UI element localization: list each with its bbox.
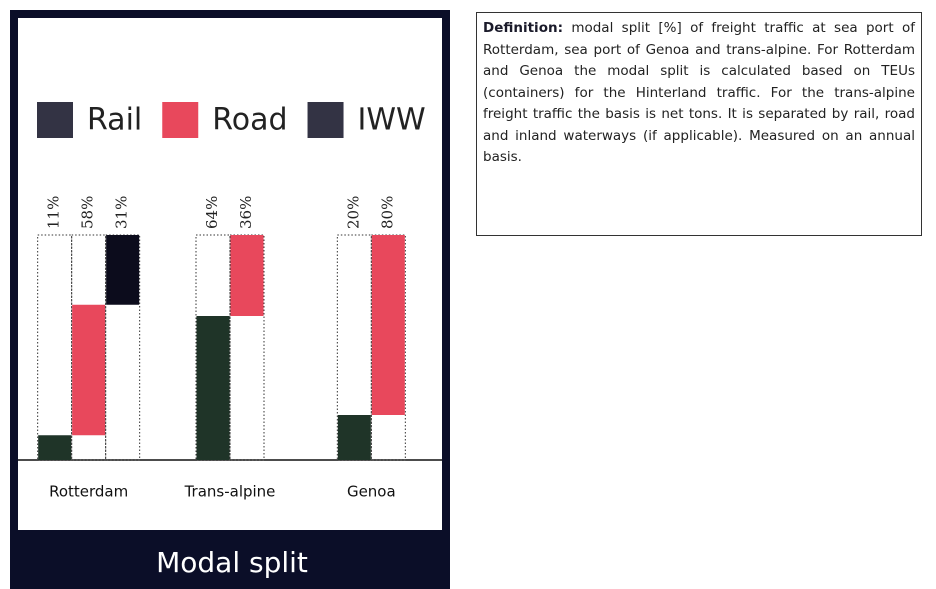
legend-label: IWW xyxy=(358,103,426,138)
value-label: 80% xyxy=(378,196,396,229)
definition-box: Definition: modal split [%] of freight t… xyxy=(476,12,922,236)
legend-label: Road xyxy=(212,103,287,138)
bar xyxy=(371,235,405,415)
legend-swatch xyxy=(37,102,73,138)
value-label: 36% xyxy=(237,196,255,229)
value-label: 64% xyxy=(203,196,221,229)
chart: Modal split Rail Road IWW Rotterdam 11% 58% 31… xyxy=(10,10,450,589)
bar xyxy=(196,316,230,460)
value-label: 31% xyxy=(113,196,131,229)
legend-swatch xyxy=(307,102,344,138)
bar xyxy=(230,235,264,316)
bar xyxy=(38,435,72,460)
definition-label: Definition: xyxy=(483,20,563,36)
value-label: 11% xyxy=(45,196,63,229)
legend-label: Rail xyxy=(87,103,142,138)
x-tick-label: Genoa xyxy=(347,483,396,501)
value-label: 20% xyxy=(344,196,362,229)
definition-text: modal split [%] of freight traffic at se… xyxy=(483,20,915,165)
value-label: 58% xyxy=(79,196,97,229)
x-tick-label: Rotterdam xyxy=(49,483,128,501)
bar xyxy=(72,304,106,436)
bar xyxy=(337,415,371,460)
x-tick-label: Trans-alpine xyxy=(184,483,276,501)
chart-title: Modal split xyxy=(156,546,308,579)
bar xyxy=(106,235,140,305)
legend-swatch xyxy=(162,102,199,138)
